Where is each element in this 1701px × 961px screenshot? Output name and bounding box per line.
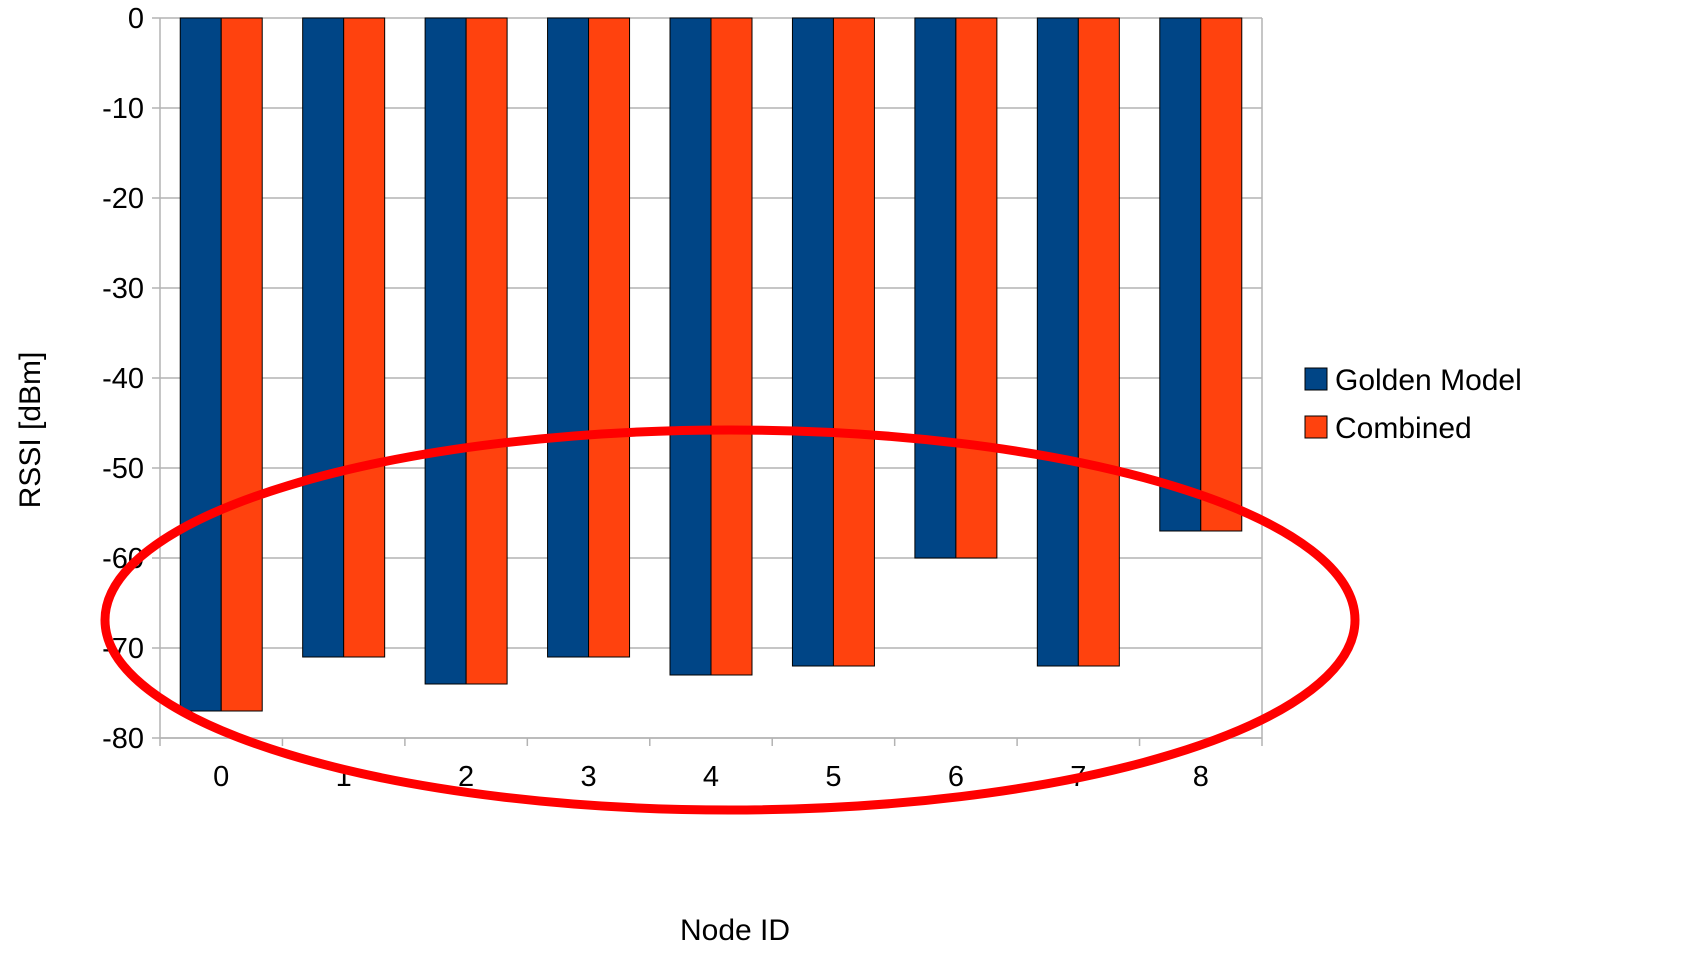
bar: [1036, 17, 1079, 667]
x-tick-label: 4: [703, 761, 719, 793]
bar: [343, 17, 386, 658]
legend: Golden Model Combined: [1304, 364, 1522, 445]
y-tick-label: -30: [102, 273, 144, 305]
x-tick-label: 8: [1193, 761, 1209, 793]
x-axis-title: Node ID: [680, 914, 790, 947]
legend-label: Golden Model: [1335, 364, 1522, 397]
bar: [955, 17, 998, 559]
legend-label: Combined: [1335, 412, 1472, 445]
legend-swatch: [1304, 415, 1328, 439]
tick-labels: 0-10-20-30-40-50-60-70-800 1 2 3 4 5 6 7 8: [102, 3, 1209, 793]
bar: [1077, 17, 1120, 667]
y-axis-title: RSSI [dBm]: [14, 352, 47, 509]
x-tick-label: 3: [580, 761, 596, 793]
bar: [302, 17, 345, 658]
highlight-ellipse: [100, 425, 1360, 815]
y-tick-label: -40: [102, 363, 144, 395]
bar: [424, 17, 467, 685]
x-tick-label: 5: [825, 761, 841, 793]
bar: [791, 17, 834, 667]
y-tick-label: 0: [128, 3, 144, 35]
y-tick-label: -20: [102, 183, 144, 215]
bars: [179, 17, 1243, 712]
bar: [710, 17, 753, 676]
y-tick-label: -10: [102, 93, 144, 125]
bar: [1159, 17, 1202, 532]
y-tick-label: -50: [102, 453, 144, 485]
legend-swatch: [1304, 367, 1328, 391]
axes: [152, 17, 1263, 746]
bar: [588, 17, 631, 658]
bar: [547, 17, 590, 658]
bar: [832, 17, 875, 667]
bar: [465, 17, 508, 685]
x-tick-label: 0: [213, 761, 229, 793]
y-tick-label: -80: [102, 723, 144, 755]
x-tick-label: 6: [948, 761, 964, 793]
bar: [669, 17, 712, 676]
bar: [914, 17, 957, 559]
bar: [179, 17, 222, 712]
x-tick-label: 2: [458, 761, 474, 793]
bar: [1200, 17, 1243, 532]
bar: [220, 17, 263, 712]
